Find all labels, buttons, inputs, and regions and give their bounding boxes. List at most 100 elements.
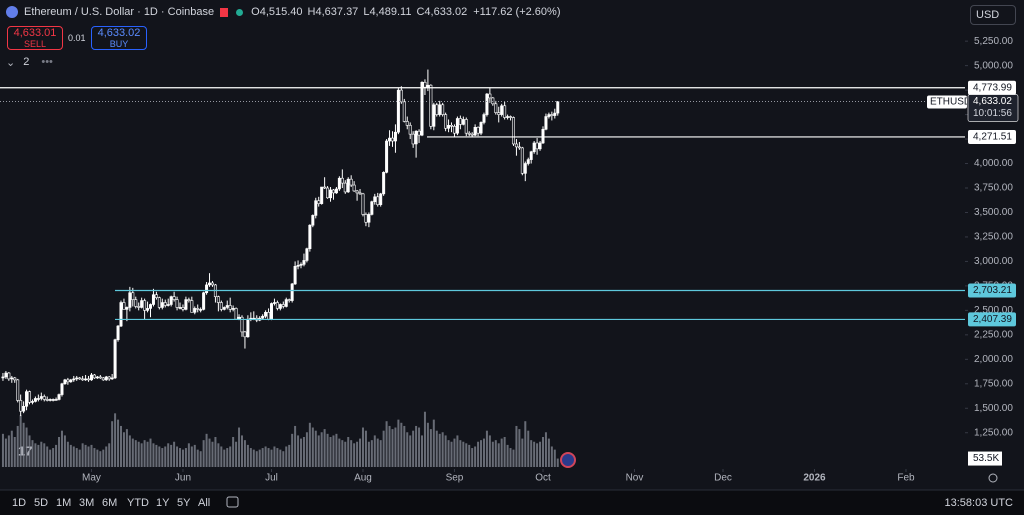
range-button[interactable]: 1M bbox=[56, 497, 72, 509]
y-tick-label: 5,250.00 bbox=[974, 36, 1013, 47]
volume-bar bbox=[385, 421, 388, 467]
volume-bar bbox=[131, 438, 134, 467]
range-button[interactable]: YTD bbox=[127, 497, 149, 509]
volume-bar bbox=[158, 446, 161, 467]
range-button[interactable]: 3M bbox=[79, 497, 95, 509]
candle-body bbox=[485, 93, 489, 115]
symbol-label-box bbox=[927, 95, 967, 109]
candle-body bbox=[343, 182, 347, 193]
volume-bar bbox=[556, 458, 559, 467]
currency-select[interactable]: USD bbox=[970, 5, 1016, 25]
volume-bar bbox=[553, 449, 556, 467]
sell-button[interactable]: 4,633.01 SELL bbox=[7, 26, 63, 50]
volume-bar bbox=[143, 440, 146, 467]
y-tick-label: 4,000.00 bbox=[974, 158, 1013, 169]
candle-body bbox=[36, 398, 40, 400]
candle-body bbox=[193, 308, 197, 313]
candle-body bbox=[13, 377, 17, 381]
settings-icon[interactable] bbox=[988, 473, 998, 483]
candle-body bbox=[464, 119, 468, 134]
candle-body bbox=[160, 302, 164, 308]
range-button[interactable]: All bbox=[198, 497, 211, 509]
volume-bar bbox=[547, 438, 550, 467]
candle-body bbox=[438, 104, 442, 115]
volume-bar bbox=[447, 440, 450, 467]
level-label-box bbox=[968, 312, 1016, 327]
volume-bar bbox=[193, 444, 196, 467]
range-button[interactable]: 5Y bbox=[177, 497, 191, 509]
volume-bar bbox=[258, 449, 261, 467]
candle-body bbox=[447, 125, 451, 129]
candle-body bbox=[550, 114, 554, 116]
candle-body bbox=[323, 186, 327, 189]
calendar-icon[interactable] bbox=[226, 496, 239, 508]
range-button[interactable]: 1D bbox=[12, 497, 27, 509]
candle-body bbox=[101, 377, 105, 381]
volume-bar bbox=[66, 441, 69, 467]
events-icon[interactable] bbox=[560, 452, 576, 468]
candle-body bbox=[75, 377, 79, 380]
volume-bar bbox=[134, 440, 137, 467]
volume-bar bbox=[465, 443, 468, 467]
candle-body bbox=[556, 101, 560, 114]
volume-bar bbox=[214, 437, 217, 467]
symbol-title[interactable]: Ethereum / U.S. Dollar · 1D · Coinbase bbox=[24, 6, 215, 18]
candle-body bbox=[89, 374, 93, 381]
candle-body bbox=[308, 224, 312, 249]
candle-body bbox=[187, 299, 191, 301]
candle-body bbox=[210, 282, 214, 286]
candle-body bbox=[411, 133, 415, 145]
candle-body bbox=[355, 190, 359, 194]
candle-body bbox=[19, 400, 23, 412]
volume-bar bbox=[459, 440, 462, 467]
range-button[interactable]: 6M bbox=[102, 497, 118, 509]
candle-body bbox=[48, 399, 52, 401]
y-tick-label: 3,250.00 bbox=[974, 232, 1013, 243]
volume-bar bbox=[388, 425, 391, 467]
volume-bar bbox=[10, 430, 13, 467]
volume-bar bbox=[28, 435, 31, 467]
candle-body bbox=[541, 128, 545, 144]
candle-body bbox=[143, 300, 147, 311]
volume-bar bbox=[279, 449, 282, 467]
y-tick-label: 2,500.00 bbox=[974, 305, 1013, 316]
y-tick-label: 1,250.00 bbox=[974, 427, 1013, 438]
volume-bar bbox=[438, 433, 441, 467]
candle-body bbox=[113, 339, 117, 379]
volume-bar bbox=[152, 443, 155, 467]
volume-bar bbox=[267, 448, 270, 467]
volume-bar bbox=[34, 443, 37, 467]
volume-bar bbox=[87, 446, 90, 467]
candle-body bbox=[184, 299, 188, 310]
indicators-toggle[interactable]: ⌄ 2 ••• bbox=[6, 56, 53, 69]
x-tick-label: Aug bbox=[354, 473, 372, 484]
candle-body bbox=[399, 89, 403, 103]
volume-bar bbox=[379, 440, 382, 467]
volume-bar bbox=[353, 443, 356, 467]
buy-button[interactable]: 4,633.02 BUY bbox=[91, 26, 147, 50]
candle-body bbox=[296, 265, 300, 267]
volume-bar bbox=[246, 444, 249, 467]
candle-body bbox=[553, 112, 557, 116]
level-label: 2,703.21 bbox=[973, 285, 1012, 296]
candle-body bbox=[287, 299, 291, 301]
range-button[interactable]: 1Y bbox=[156, 497, 170, 509]
volume-bar bbox=[176, 446, 179, 467]
volume-bar bbox=[69, 444, 72, 467]
candle-body bbox=[240, 316, 244, 333]
volume-bar bbox=[429, 429, 432, 467]
range-button[interactable]: 5D bbox=[34, 497, 49, 509]
candle-body bbox=[388, 137, 392, 142]
volume-bar bbox=[370, 440, 373, 467]
candle-body bbox=[420, 81, 424, 136]
candle-body bbox=[122, 302, 126, 310]
candle-body bbox=[166, 304, 170, 306]
candle-body bbox=[261, 315, 265, 319]
ohlc-item: H 4,637.37 bbox=[308, 6, 359, 18]
volume-bar bbox=[93, 448, 96, 467]
flag-icon[interactable] bbox=[220, 7, 229, 17]
volume-bar bbox=[305, 432, 308, 467]
volume-bar bbox=[276, 448, 279, 467]
candle-body bbox=[57, 394, 61, 400]
volume-bar bbox=[187, 443, 190, 467]
